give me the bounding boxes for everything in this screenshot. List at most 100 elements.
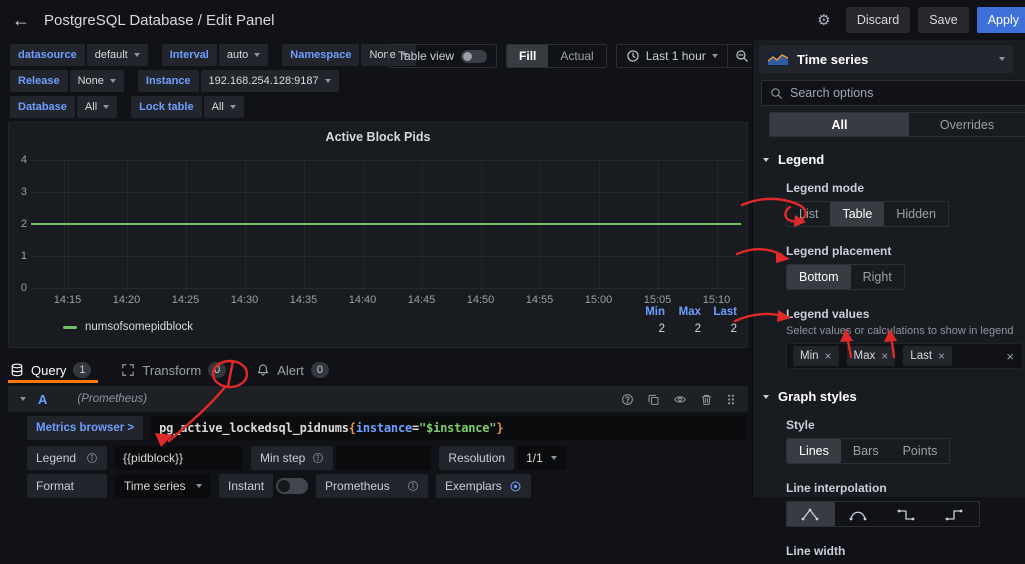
legend-placement-option[interactable]: Bottom — [787, 265, 851, 289]
promql-token: instance — [356, 421, 412, 435]
legend-values-label: Legend values — [786, 307, 1019, 321]
eye-icon[interactable] — [673, 393, 687, 406]
series-line-numsofsomepidblock — [31, 223, 741, 225]
duplicate-icon[interactable] — [647, 393, 660, 406]
graph-styles-section-header[interactable]: Graph styles — [763, 389, 1019, 404]
trash-icon[interactable] — [700, 393, 713, 406]
plot-area[interactable] — [31, 160, 743, 289]
tab-overrides[interactable]: Overrides — [909, 113, 1025, 136]
interp-step-before-icon[interactable] — [883, 502, 931, 526]
interp-smooth-icon[interactable] — [835, 502, 883, 526]
legend-value-chip[interactable]: Min × — [793, 346, 839, 366]
promql-token: pg_active_lockedsql_pidnums — [159, 421, 349, 435]
bell-icon — [256, 363, 270, 377]
y-tick-label: 0 — [11, 272, 27, 304]
chip-label: Max — [854, 350, 876, 362]
tab-transform[interactable]: Transform 0 — [121, 362, 226, 378]
time-range-picker[interactable]: Last 1 hour — [617, 49, 727, 63]
x-axis-labels: 14:1514:2014:2514:3014:3514:4014:4514:50… — [38, 294, 746, 306]
options-search-input[interactable] — [790, 86, 1017, 100]
legend-value-chip[interactable]: Max × — [847, 346, 896, 366]
drag-handle-icon[interactable] — [726, 393, 736, 406]
variable-label: Namespace — [282, 44, 359, 66]
help-icon[interactable] — [621, 393, 634, 406]
back-arrow-icon[interactable]: ← — [12, 10, 30, 31]
actual-button[interactable]: Actual — [548, 45, 605, 67]
min-step-label: Min step — [251, 446, 333, 470]
info-icon[interactable] — [312, 452, 324, 464]
variable-value-dropdown[interactable]: default — [87, 44, 148, 66]
clear-all-icon[interactable]: × — [1006, 349, 1014, 364]
panel-settings-gear-icon[interactable]: ⚙ — [810, 7, 838, 33]
interp-linear-icon[interactable] — [787, 502, 835, 526]
options-tabs: All Overrides — [769, 112, 1025, 137]
info-icon[interactable] — [407, 480, 419, 492]
query-row-header[interactable]: A (Prometheus) — [8, 386, 748, 412]
visualization-picker[interactable]: Time series — [759, 45, 1013, 73]
discard-button[interactable]: Discard — [846, 7, 910, 33]
format-select[interactable]: Time series — [115, 474, 211, 498]
promql-token: } — [496, 421, 503, 435]
collapse-chevron-icon[interactable] — [20, 397, 26, 401]
style-option[interactable]: Bars — [841, 439, 891, 463]
fill-actual-group: Fill Actual — [506, 44, 607, 68]
metrics-browser-button[interactable]: Metrics browser > — [27, 416, 143, 440]
resolution-select[interactable]: 1/1 — [517, 446, 566, 470]
timeseries-panel: Active Block Pids 43210 14:1514:2014:251… — [8, 122, 748, 348]
x-tick-label: 14:45 — [392, 294, 451, 306]
legend-stat-header[interactable]: Max — [665, 306, 701, 318]
legend-values-multiselect[interactable]: Min × Max × Last × × — [786, 343, 1023, 369]
fill-button[interactable]: Fill — [507, 45, 548, 67]
legend-stat-header[interactable]: Last — [701, 306, 737, 318]
variable-value-dropdown[interactable]: All — [77, 96, 117, 118]
save-button[interactable]: Save — [918, 7, 969, 33]
x-tick-label: 14:35 — [274, 294, 333, 306]
database-icon — [10, 363, 24, 377]
exemplars-target-icon[interactable] — [509, 480, 522, 493]
apply-button[interactable]: Apply — [977, 7, 1025, 33]
viz-type-name: Time series — [797, 52, 868, 67]
chip-remove-icon[interactable]: × — [881, 349, 888, 363]
style-option[interactable]: Lines — [787, 439, 841, 463]
variable-value-dropdown[interactable]: auto — [219, 44, 268, 66]
chevron-down-icon — [712, 54, 718, 58]
table-view-toggle[interactable] — [461, 50, 487, 63]
tab-query[interactable]: Query 1 — [10, 362, 91, 378]
chevron-down-icon — [551, 456, 557, 460]
min-step-input[interactable] — [336, 446, 431, 470]
legend-stat-value: 2 — [701, 318, 737, 335]
template-variable: Instance 192.168.254.128:9187 — [138, 70, 339, 92]
legend-mode-option[interactable]: List — [787, 202, 830, 226]
query-ref-id: A — [38, 392, 47, 407]
legend-section-header[interactable]: Legend — [763, 152, 1019, 167]
legend-placement-option[interactable]: Right — [851, 265, 904, 289]
table-view-label: Table view — [398, 49, 454, 63]
x-tick-label: 14:55 — [510, 294, 569, 306]
promql-query-input[interactable]: pg_active_lockedsql_pidnums{instance="$i… — [151, 416, 746, 440]
chip-remove-icon[interactable]: × — [938, 349, 945, 363]
promql-token: { — [349, 421, 356, 435]
info-icon[interactable] — [86, 452, 98, 464]
legend-stat-value: 2 — [665, 318, 701, 335]
interp-step-after-icon[interactable] — [931, 502, 979, 526]
tab-all[interactable]: All — [770, 113, 909, 136]
legend-value-chip[interactable]: Last × — [903, 346, 952, 366]
variable-value-dropdown[interactable]: All — [204, 96, 244, 118]
query-options-row-2: Format Time series Instant Prometheus Ex… — [27, 474, 531, 498]
legend-mode-option[interactable]: Table — [830, 202, 884, 226]
page-title: PostgreSQL Database / Edit Panel — [44, 12, 274, 29]
template-variable: Database All — [10, 96, 117, 118]
transform-icon — [121, 363, 135, 377]
instant-toggle[interactable] — [276, 478, 308, 494]
chip-label: Min — [800, 350, 819, 362]
variable-value-dropdown[interactable]: None — [70, 70, 124, 92]
legend-item[interactable]: numsofsomepidblock — [63, 321, 193, 333]
variable-value-dropdown[interactable]: 192.168.254.128:9187 — [201, 70, 339, 92]
legend-mode-option[interactable]: Hidden — [884, 202, 948, 226]
variables-row-2: Release None Instance 192.168.254.128:91… — [10, 70, 339, 92]
chip-remove-icon[interactable]: × — [825, 349, 832, 363]
legend-stat-header[interactable]: Min — [629, 306, 665, 318]
tab-alert[interactable]: Alert 0 — [256, 362, 329, 378]
legend-format-input[interactable] — [115, 446, 243, 470]
style-option[interactable]: Points — [891, 439, 950, 463]
